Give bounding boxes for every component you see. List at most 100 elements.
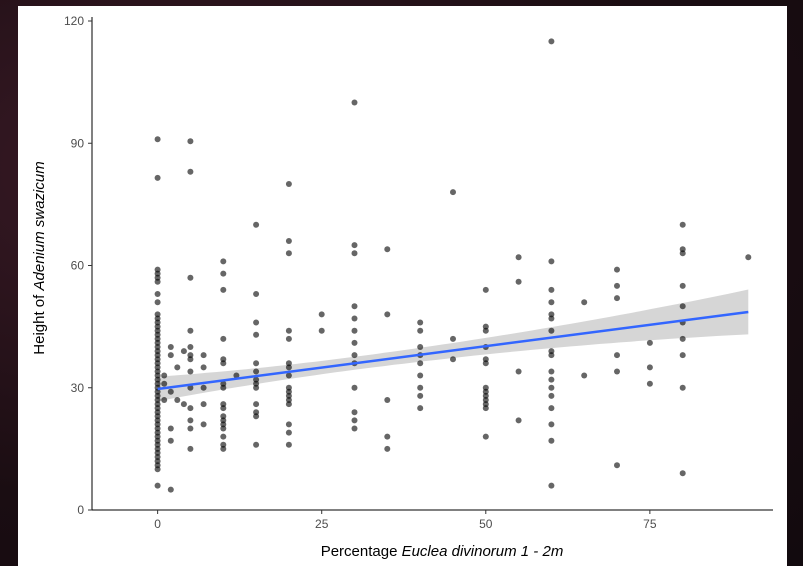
data-point <box>187 274 194 281</box>
data-point <box>174 364 181 371</box>
data-point <box>679 250 686 257</box>
data-point <box>351 303 358 310</box>
data-point <box>220 433 227 440</box>
data-point <box>548 392 555 399</box>
data-point <box>180 401 187 408</box>
data-point <box>745 254 752 261</box>
data-point <box>154 433 161 440</box>
data-point <box>646 364 653 371</box>
data-point <box>614 368 620 375</box>
data-point <box>180 348 187 355</box>
data-point <box>548 286 555 293</box>
data-point <box>417 372 424 379</box>
data-point <box>154 344 161 350</box>
data-point <box>318 311 325 318</box>
data-point <box>253 413 260 420</box>
data-point <box>548 482 555 489</box>
data-point <box>154 323 161 330</box>
data-point <box>285 335 292 342</box>
data-point <box>351 425 358 432</box>
data-point <box>154 376 161 383</box>
data-point <box>167 344 174 350</box>
data-point <box>154 458 161 465</box>
data-point <box>679 246 686 253</box>
data-point <box>253 221 260 228</box>
trend-line-layer <box>157 310 749 391</box>
data-point <box>285 392 292 399</box>
data-point <box>548 352 555 359</box>
data-point <box>253 380 260 387</box>
data-point <box>351 339 358 346</box>
data-point <box>581 299 588 306</box>
data-point <box>679 221 686 228</box>
data-point <box>285 421 292 428</box>
data-point <box>515 417 522 424</box>
data-point <box>220 270 227 277</box>
data-point <box>285 238 292 244</box>
data-point <box>161 372 168 379</box>
data-point <box>187 425 194 432</box>
data-point <box>220 360 227 367</box>
data-point <box>482 405 489 412</box>
y-tick-label: 120 <box>64 14 84 28</box>
data-point <box>548 437 555 444</box>
data-point <box>679 470 686 477</box>
data-point <box>581 372 588 379</box>
data-point <box>200 364 207 371</box>
x-tick-label: 75 <box>643 517 657 531</box>
data-point <box>187 344 194 350</box>
data-point <box>482 388 489 395</box>
data-point <box>679 303 686 310</box>
data-point <box>200 401 207 408</box>
confidence-band-layer <box>157 289 749 402</box>
data-point <box>253 319 260 326</box>
data-point <box>154 356 161 363</box>
data-point <box>679 352 686 359</box>
data-point <box>154 437 161 444</box>
data-point <box>482 397 489 403</box>
data-point <box>285 250 292 257</box>
y-axis-title-plain: Height of <box>31 291 48 355</box>
data-point <box>233 372 240 379</box>
data-point <box>679 282 686 289</box>
data-point <box>548 311 555 318</box>
data-point <box>220 335 227 342</box>
data-point <box>253 441 260 448</box>
data-point <box>154 372 161 379</box>
x-tick-label: 0 <box>154 517 161 531</box>
data-point <box>384 246 391 253</box>
data-point <box>154 409 161 416</box>
data-point <box>187 405 194 412</box>
data-point <box>187 138 194 145</box>
data-point <box>548 327 555 334</box>
data-point <box>285 360 292 367</box>
data-point <box>154 425 161 432</box>
data-point <box>154 327 161 334</box>
data-point <box>167 437 174 444</box>
y-axis-title-italic: Adenium swazicum <box>31 161 48 291</box>
data-point <box>167 486 174 493</box>
data-point <box>417 392 424 399</box>
data-point <box>154 462 161 469</box>
data-point <box>220 384 227 391</box>
data-point <box>384 397 391 403</box>
data-point <box>220 258 227 265</box>
data-point <box>187 417 194 424</box>
x-axis-title: Percentage Euclea divinorum 1 - 2m <box>321 543 564 560</box>
data-point <box>548 421 555 428</box>
x-tick-label: 50 <box>479 517 493 531</box>
data-point <box>614 266 620 273</box>
data-point <box>253 291 260 297</box>
data-point <box>351 352 358 359</box>
data-point <box>167 388 174 395</box>
data-point <box>351 327 358 334</box>
y-tick-label: 90 <box>71 136 85 150</box>
data-point <box>200 352 207 359</box>
data-point <box>220 441 227 448</box>
data-point <box>154 352 161 359</box>
data-point <box>154 299 161 306</box>
data-point <box>154 291 161 297</box>
data-point <box>253 409 260 416</box>
data-point <box>154 405 161 412</box>
data-point <box>614 282 620 289</box>
